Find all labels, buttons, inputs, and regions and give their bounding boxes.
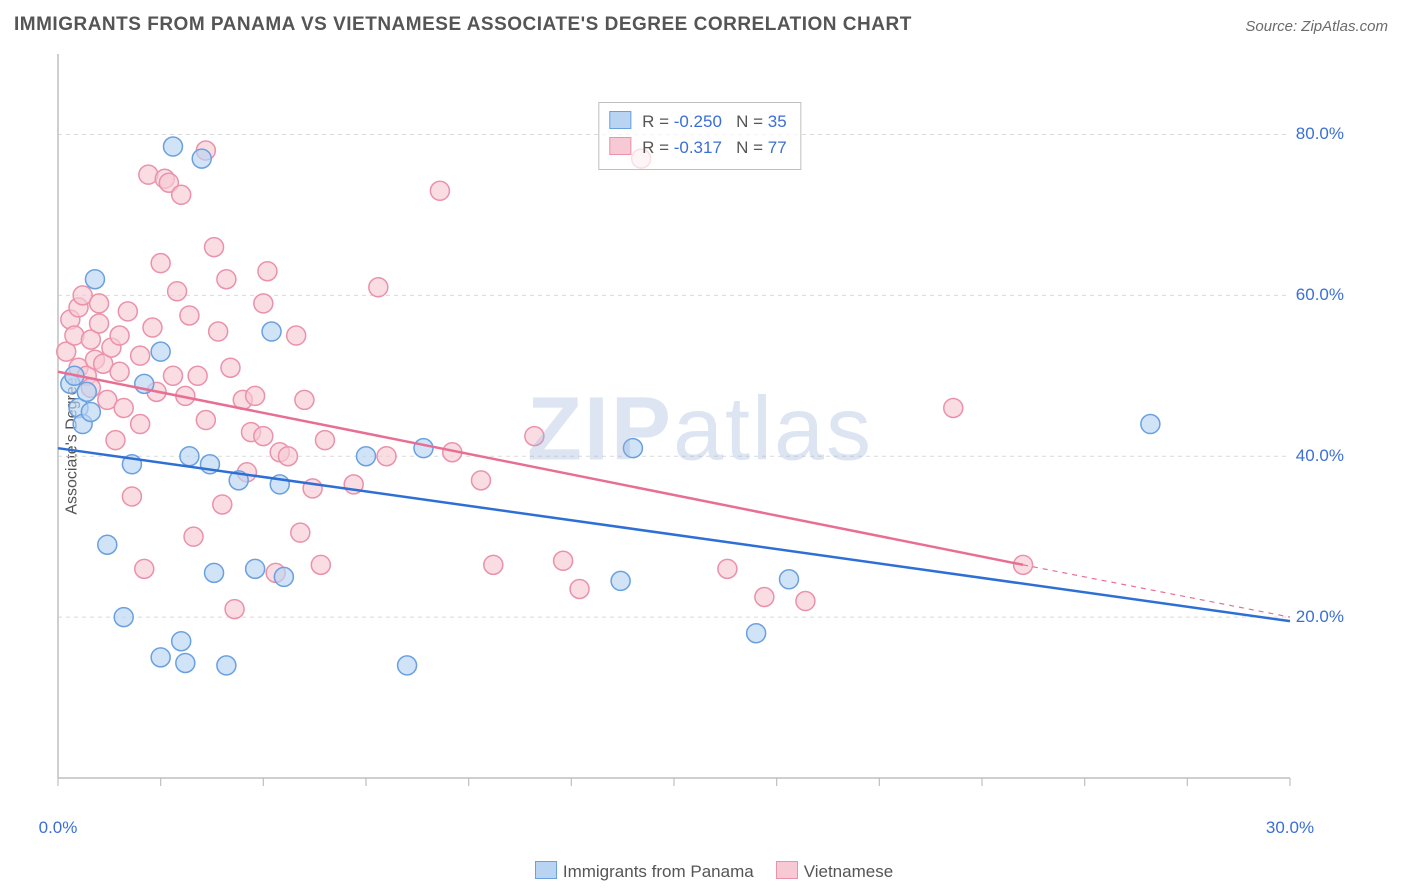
legend-swatch: [609, 137, 631, 155]
legend-series-label: Vietnamese: [804, 862, 893, 881]
source-label: Source:: [1245, 18, 1297, 35]
chart-area: ZIPatlas R = -0.250 N = 35 R = -0.317 N …: [50, 50, 1350, 810]
legend-row: R = -0.250 N = 35: [609, 109, 786, 135]
chart-title: IMMIGRANTS FROM PANAMA VS VIETNAMESE ASS…: [14, 14, 912, 36]
series-legend: Immigrants from Panama Vietnamese: [0, 861, 1406, 882]
legend-swatch: [535, 861, 557, 879]
x-tick-label: 30.0%: [1266, 818, 1314, 838]
legend-swatch: [776, 861, 798, 879]
x-tick-label: 0.0%: [39, 818, 78, 838]
legend-row: R = -0.317 N = 77: [609, 135, 786, 161]
y-tick-label: 80.0%: [1296, 124, 1344, 144]
y-tick-label: 60.0%: [1296, 285, 1344, 305]
y-tick-label: 20.0%: [1296, 607, 1344, 627]
legend-series-label: Immigrants from Panama: [563, 862, 754, 881]
correlation-legend: R = -0.250 N = 35 R = -0.317 N = 77: [598, 102, 801, 170]
source-attribution: Source: ZipAtlas.com: [1245, 18, 1388, 35]
legend-swatch: [609, 111, 631, 129]
y-tick-label: 40.0%: [1296, 446, 1344, 466]
source-value: ZipAtlas.com: [1301, 18, 1388, 35]
